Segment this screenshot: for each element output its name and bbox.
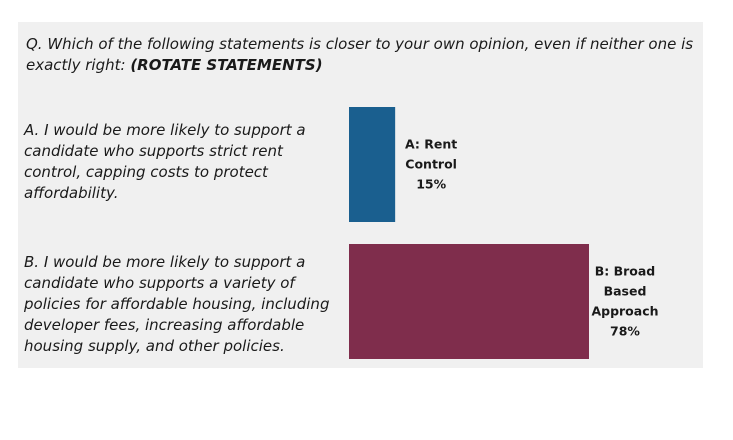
data-label-broad-based-approach: B: Broad Based Approach 78%: [591, 264, 658, 339]
bar-rent-control: [349, 107, 396, 222]
statement-b: B. I would be more likely to support a c…: [24, 253, 330, 355]
statement-a: A. I would be more likely to support a c…: [24, 121, 306, 202]
data-label-rent-control: A: Rent Control 15%: [405, 137, 457, 192]
question-text: Q. Which of the following statements is …: [26, 35, 694, 74]
bar-broad-based-approach: [349, 244, 589, 359]
rotate-instruction: (ROTATE STATEMENTS): [130, 56, 323, 74]
